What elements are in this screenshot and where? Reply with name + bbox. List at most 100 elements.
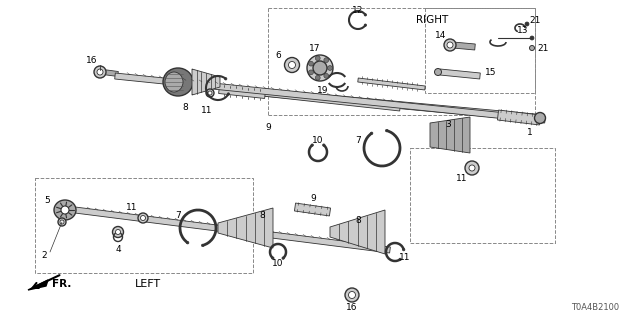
- Polygon shape: [440, 69, 480, 79]
- Circle shape: [138, 213, 148, 223]
- Circle shape: [113, 227, 124, 237]
- Text: 11: 11: [201, 106, 212, 115]
- Circle shape: [285, 58, 300, 73]
- Bar: [410, 148, 555, 243]
- Text: 11: 11: [399, 253, 411, 262]
- Polygon shape: [330, 210, 385, 254]
- Text: RIGHT: RIGHT: [416, 15, 448, 25]
- Polygon shape: [358, 78, 425, 90]
- Circle shape: [225, 78, 227, 80]
- Text: 7: 7: [355, 135, 361, 145]
- Circle shape: [316, 75, 320, 80]
- Circle shape: [206, 89, 214, 97]
- Text: T0A4B2100: T0A4B2100: [571, 303, 619, 313]
- Circle shape: [94, 66, 106, 78]
- Circle shape: [311, 144, 314, 146]
- Circle shape: [525, 22, 529, 26]
- Polygon shape: [115, 73, 545, 123]
- Circle shape: [534, 113, 545, 124]
- Circle shape: [61, 206, 69, 214]
- Circle shape: [186, 242, 189, 244]
- Text: 8: 8: [182, 102, 188, 111]
- Text: 9: 9: [265, 123, 271, 132]
- Text: 16: 16: [86, 55, 98, 65]
- Circle shape: [465, 161, 479, 175]
- Text: 7: 7: [175, 211, 181, 220]
- Text: 13: 13: [517, 26, 529, 35]
- Text: 2: 2: [41, 251, 47, 260]
- Polygon shape: [218, 208, 273, 248]
- Circle shape: [345, 288, 359, 302]
- Text: 6: 6: [275, 51, 281, 60]
- Text: 12: 12: [352, 5, 364, 14]
- Circle shape: [444, 39, 456, 51]
- Circle shape: [308, 61, 314, 66]
- Circle shape: [282, 257, 284, 259]
- Polygon shape: [294, 203, 331, 216]
- Circle shape: [469, 165, 475, 171]
- Circle shape: [364, 14, 367, 16]
- Text: 4: 4: [115, 244, 121, 253]
- Polygon shape: [235, 86, 540, 122]
- Circle shape: [349, 292, 355, 299]
- Text: 8: 8: [355, 215, 361, 225]
- Circle shape: [371, 132, 373, 134]
- Circle shape: [323, 144, 325, 146]
- Polygon shape: [430, 117, 470, 153]
- Circle shape: [202, 244, 204, 247]
- Circle shape: [271, 257, 274, 259]
- Circle shape: [385, 129, 388, 132]
- Polygon shape: [452, 42, 476, 50]
- Circle shape: [289, 61, 296, 68]
- Circle shape: [328, 66, 332, 70]
- Circle shape: [141, 215, 145, 220]
- Circle shape: [530, 36, 534, 40]
- Circle shape: [324, 58, 328, 63]
- Polygon shape: [28, 280, 48, 290]
- Text: 8: 8: [259, 211, 265, 220]
- Text: 19: 19: [317, 85, 329, 94]
- Ellipse shape: [163, 68, 193, 96]
- Ellipse shape: [54, 200, 76, 220]
- Polygon shape: [235, 87, 401, 111]
- Text: 1: 1: [527, 127, 533, 137]
- Circle shape: [97, 69, 103, 75]
- Circle shape: [316, 56, 320, 61]
- Circle shape: [227, 93, 230, 95]
- Polygon shape: [102, 69, 118, 76]
- Text: 5: 5: [44, 196, 50, 204]
- Text: FR.: FR.: [52, 279, 72, 289]
- Circle shape: [60, 220, 64, 224]
- Text: 11: 11: [456, 173, 468, 182]
- Circle shape: [529, 45, 534, 51]
- Text: 9: 9: [310, 194, 316, 203]
- Text: LEFT: LEFT: [135, 279, 161, 289]
- Polygon shape: [219, 86, 266, 99]
- Bar: [425, 8, 535, 93]
- Circle shape: [447, 42, 453, 48]
- Text: 3: 3: [445, 119, 451, 129]
- Text: 15: 15: [485, 68, 497, 76]
- Text: 14: 14: [435, 30, 447, 39]
- Text: 17: 17: [309, 44, 321, 52]
- Bar: [35, 178, 253, 273]
- Circle shape: [435, 68, 442, 76]
- Circle shape: [399, 258, 401, 260]
- Text: 10: 10: [312, 135, 324, 145]
- Circle shape: [324, 73, 328, 78]
- Text: 21: 21: [529, 15, 541, 25]
- Circle shape: [403, 248, 405, 251]
- Text: 16: 16: [346, 302, 358, 311]
- Text: 21: 21: [538, 44, 548, 52]
- Circle shape: [115, 229, 120, 235]
- Circle shape: [307, 55, 333, 81]
- Polygon shape: [497, 110, 541, 125]
- Circle shape: [58, 218, 66, 226]
- Polygon shape: [192, 69, 220, 95]
- Text: 10: 10: [272, 259, 284, 268]
- Text: 11: 11: [126, 203, 138, 212]
- Circle shape: [313, 61, 327, 75]
- Circle shape: [308, 70, 314, 75]
- Circle shape: [208, 91, 212, 95]
- Ellipse shape: [165, 72, 183, 92]
